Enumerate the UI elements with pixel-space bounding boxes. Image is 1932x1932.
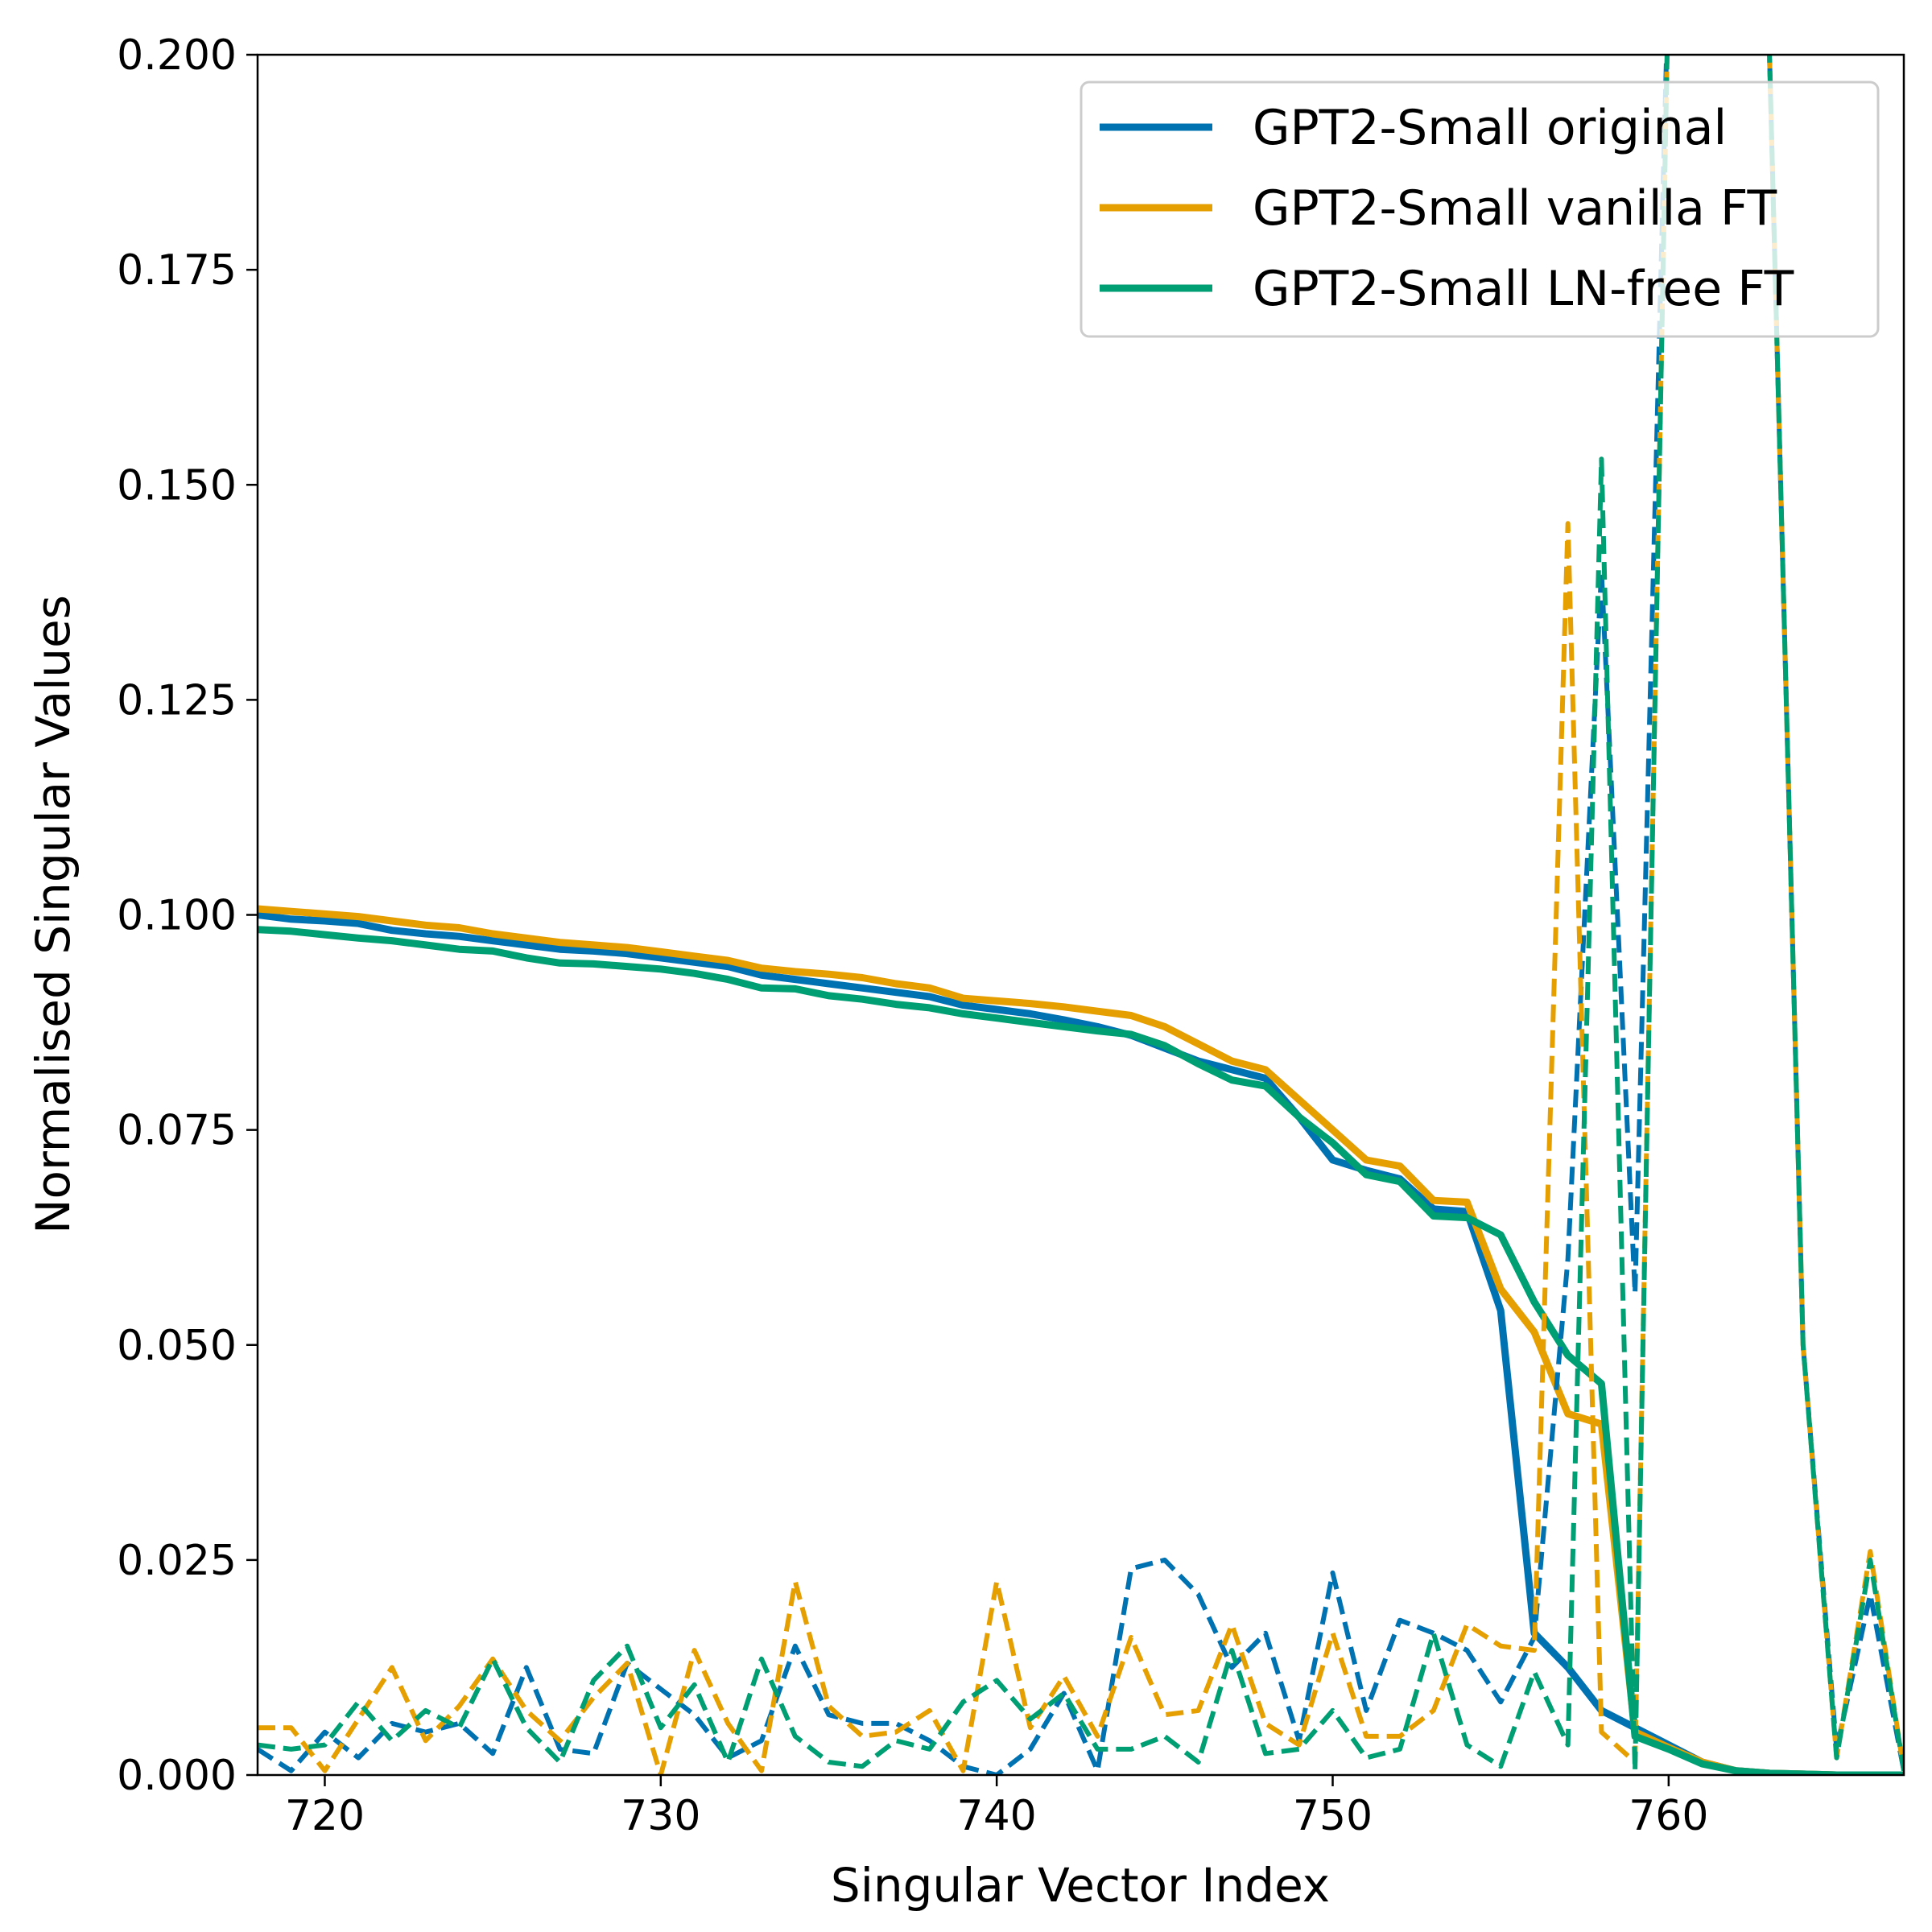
legend-label: GPT2-Small original [1253,100,1727,156]
x-tick-label: 750 [1293,1792,1373,1840]
legend-box [1080,80,1880,338]
y-tick-label: 0.150 [117,461,237,510]
y-axis-ticks: 0.000 0.025 0.050 0.075 0.100 0.125 0.150 0.175… [117,31,258,1800]
x-tick-label: 730 [621,1792,700,1840]
x-tick-label: 720 [285,1792,365,1840]
y-tick-label: 0.025 [117,1537,237,1585]
legend-label: GPT2-Small vanilla FT [1253,180,1777,237]
x-tick-label: 760 [1629,1792,1708,1840]
x-axis-label: Singular Vector Index [831,1858,1330,1913]
dashed-series-line-5 [258,55,1904,1773]
series-layer [258,55,1904,1775]
y-tick-label: 0.100 [117,892,237,940]
y-tick-label: 0.200 [117,31,237,80]
y-axis-label: Normalised Singular Values [26,595,80,1234]
y-tick-label: 0.175 [117,246,237,295]
dashed-series-line-3 [258,55,1904,1775]
y-tick-label: 0.050 [117,1322,237,1370]
x-tick-label: 740 [957,1792,1037,1840]
y-tick-label: 0.075 [117,1107,237,1155]
series-line-0 [258,911,1904,1775]
y-tick-label: 0.125 [117,676,237,724]
dashed-series-line-4 [258,55,1904,1775]
series-line-2 [258,926,1904,1775]
series-line-1 [258,905,1904,1775]
legend-label: GPT2-Small LN-free FT [1253,261,1794,317]
legend: GPT2-Small original GPT2-Small vanilla FT… [1080,80,1880,338]
x-axis-ticks: 720 730 740 750 760 [285,1775,1708,1840]
y-tick-label: 0.000 [117,1752,237,1800]
